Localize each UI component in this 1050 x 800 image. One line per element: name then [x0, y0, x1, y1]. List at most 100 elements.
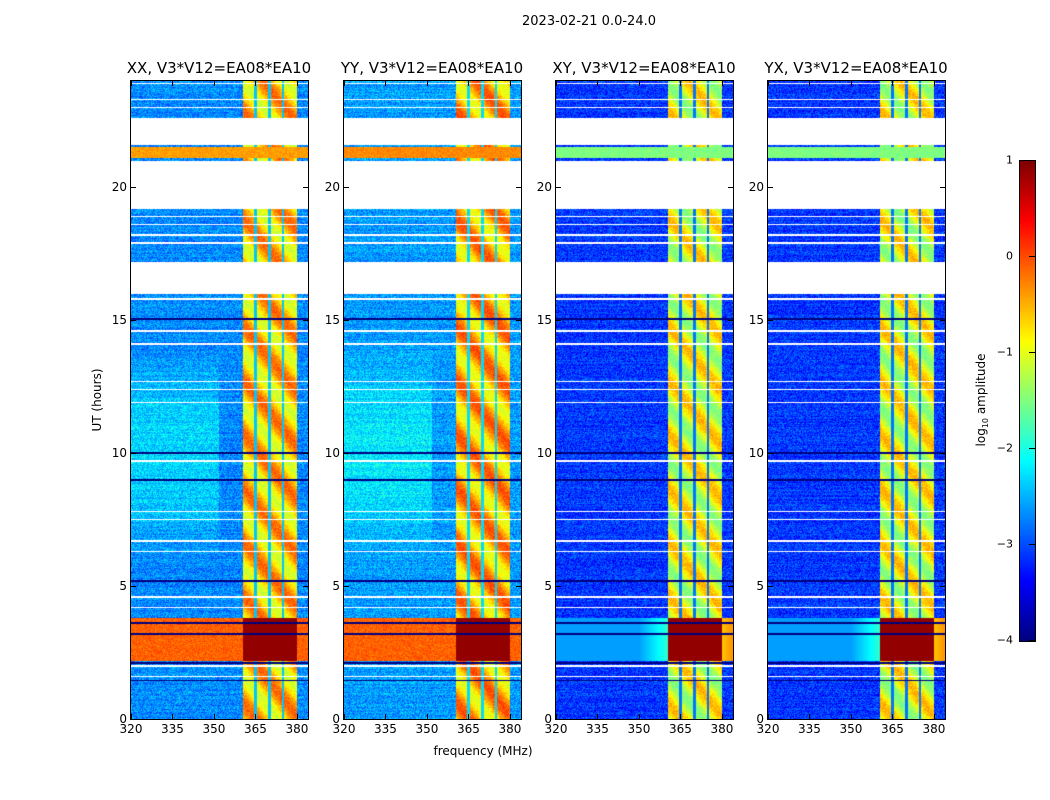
y-tick-mark	[344, 586, 349, 588]
x-axis-label: frequency (MHz)	[433, 744, 533, 758]
colorbar	[1019, 160, 1036, 642]
y-tick-mark	[303, 586, 308, 588]
colorbar-tick-label: −2	[996, 441, 1013, 455]
x-tick-label: 350	[202, 722, 226, 736]
x-tick-label: 380	[922, 722, 946, 736]
x-tick-label: 320	[544, 722, 568, 736]
y-tick-mark	[940, 719, 945, 720]
y-tick-mark	[556, 586, 561, 588]
colorbar-label: log10 amplitude	[974, 354, 990, 447]
heatmap-image-yy	[344, 81, 521, 719]
colorbar-tick-label: −1	[996, 345, 1013, 359]
y-tick-mark	[728, 586, 733, 588]
colorbar-tick-mark	[1029, 640, 1035, 641]
colorbar-tick-mark	[1029, 256, 1035, 257]
y-tick-mark	[516, 453, 521, 455]
y-tick-mark	[940, 453, 945, 455]
x-tick-mark	[296, 714, 298, 719]
x-tick-mark	[850, 81, 852, 86]
y-tick-label: 15	[748, 313, 764, 328]
y-tick-mark	[516, 187, 521, 189]
x-tick-mark	[809, 81, 811, 86]
panel-title-yx: YX, V3*V12=EA08*EA10	[764, 59, 948, 77]
y-tick-label: 20	[748, 180, 764, 195]
x-tick-label: 365	[457, 722, 480, 736]
x-tick-mark	[638, 81, 640, 86]
colorbar-tick-mark	[1029, 352, 1035, 353]
x-tick-mark	[933, 81, 935, 86]
x-tick-mark	[296, 81, 298, 86]
y-tick-mark	[131, 719, 136, 720]
x-tick-label: 350	[415, 722, 439, 736]
y-tick-mark	[344, 719, 349, 720]
y-tick-mark	[728, 187, 733, 189]
y-tick-mark	[556, 320, 561, 322]
x-tick-mark	[385, 714, 387, 719]
x-tick-mark	[213, 714, 215, 719]
x-tick-label: 365	[881, 722, 904, 736]
y-tick-label: 0	[332, 712, 340, 726]
y-tick-mark	[303, 187, 308, 189]
x-tick-mark	[426, 714, 428, 719]
x-tick-mark	[721, 81, 723, 86]
x-tick-label: 335	[161, 722, 184, 736]
heatmap-panel-yx	[767, 80, 946, 720]
figure-title: 2023-02-21 0.0-24.0	[522, 14, 656, 29]
y-tick-label: 20	[536, 180, 552, 195]
colorbar-tick-mark	[1029, 160, 1035, 161]
y-tick-label: 15	[324, 313, 340, 328]
x-tick-label: 365	[669, 722, 692, 736]
y-tick-mark	[131, 320, 136, 322]
y-tick-mark	[131, 453, 136, 455]
colorbar-label-log: log	[973, 428, 988, 447]
x-tick-mark	[509, 714, 511, 719]
colorbar-tick-label: 0	[1006, 249, 1013, 263]
x-tick-mark	[680, 81, 682, 86]
y-tick-mark	[344, 453, 349, 455]
x-tick-mark	[933, 714, 935, 719]
y-tick-mark	[728, 719, 733, 720]
x-tick-label: 335	[798, 722, 821, 736]
y-tick-mark	[344, 187, 349, 189]
y-tick-mark	[768, 320, 773, 322]
y-tick-label: 15	[111, 313, 127, 328]
y-tick-label: 20	[324, 180, 340, 195]
y-tick-mark	[516, 586, 521, 588]
x-tick-mark	[131, 714, 132, 719]
x-tick-mark	[344, 714, 345, 719]
x-tick-mark	[721, 714, 723, 719]
y-tick-mark	[516, 320, 521, 322]
colorbar-tick-mark	[1029, 544, 1035, 545]
panel-title-xy: XY, V3*V12=EA08*EA10	[552, 59, 736, 77]
panel-title-xx: XX, V3*V12=EA08*EA10	[126, 59, 312, 77]
y-tick-mark	[768, 586, 773, 588]
heatmap-image-xx	[131, 81, 308, 719]
x-tick-mark	[892, 81, 894, 86]
y-tick-mark	[728, 320, 733, 322]
colorbar-tick-mark	[1029, 448, 1035, 449]
x-tick-mark	[768, 81, 769, 86]
y-tick-mark	[516, 719, 521, 720]
y-tick-mark	[768, 187, 773, 189]
panel-title-yy: YY, V3*V12=EA08*EA10	[340, 59, 524, 77]
x-tick-label: 380	[710, 722, 734, 736]
x-tick-mark	[556, 81, 557, 86]
y-tick-mark	[131, 586, 136, 588]
x-tick-mark	[850, 714, 852, 719]
y-tick-mark	[303, 719, 308, 720]
x-tick-mark	[892, 714, 894, 719]
colorbar-label-suffix: amplitude	[973, 353, 988, 418]
x-tick-mark	[255, 714, 257, 719]
colorbar-tick-label: 1	[1006, 153, 1013, 167]
x-tick-mark	[468, 81, 470, 86]
x-tick-mark	[385, 81, 387, 86]
x-tick-mark	[213, 81, 215, 86]
y-tick-label: 10	[111, 446, 127, 461]
y-tick-mark	[940, 320, 945, 322]
y-tick-mark	[768, 453, 773, 455]
x-tick-label: 350	[839, 722, 863, 736]
x-tick-mark	[809, 714, 811, 719]
y-tick-mark	[728, 453, 733, 455]
y-tick-label: 0	[119, 712, 127, 726]
y-tick-label: 0	[544, 712, 552, 726]
